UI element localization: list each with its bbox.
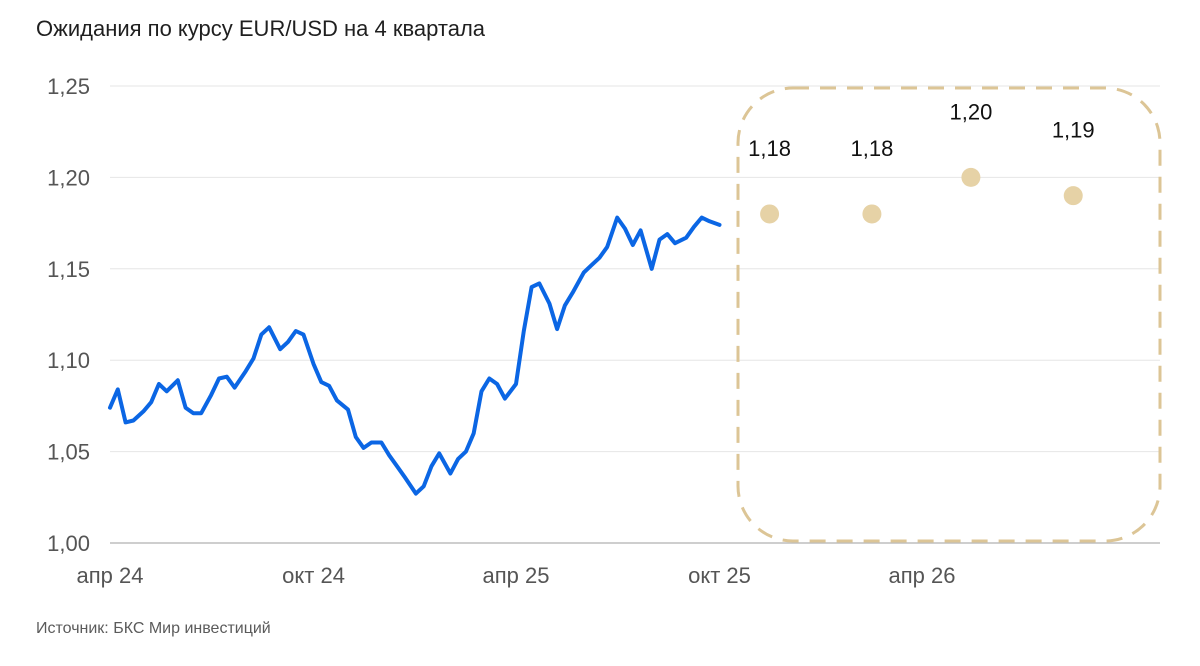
forecast-data-label: 1,19 bbox=[1052, 118, 1095, 143]
forecast-point bbox=[862, 204, 882, 224]
y-tick-label: 1,00 bbox=[47, 531, 90, 556]
x-tick-label: апр 25 bbox=[483, 563, 550, 588]
forecast-data-label: 1,18 bbox=[748, 136, 791, 161]
y-tick-label: 1,25 bbox=[47, 74, 90, 99]
forecast-point bbox=[961, 167, 981, 187]
forecast-point bbox=[760, 204, 780, 224]
grid-lines bbox=[110, 85, 1160, 544]
history-series-line bbox=[108, 215, 722, 496]
forecast-data-labels: 1,18 1,18 1,20 1,19 bbox=[748, 99, 1094, 161]
y-tick-label: 1,20 bbox=[47, 165, 90, 190]
forecast-data-label: 1,18 bbox=[851, 136, 894, 161]
y-tick-label: 1,05 bbox=[47, 440, 90, 465]
chart-title: Ожидания по курсу EUR/USD на 4 квартала bbox=[36, 16, 486, 41]
eurusd-chart: 1,001,051,101,151,201,25 апр 24 окт 24 апр… bbox=[47, 74, 1162, 588]
y-tick-label: 1,15 bbox=[47, 257, 90, 282]
x-tick-label: окт 25 bbox=[688, 563, 751, 588]
x-tick-label: апр 26 bbox=[888, 563, 955, 588]
forecast-point bbox=[1063, 186, 1083, 206]
y-axis-ticks: 1,00 1,05 1,10 1,15 1,20 1,25 bbox=[47, 74, 90, 556]
source-note: Источник: БКС Мир инвестиций bbox=[36, 620, 271, 637]
x-tick-label: окт 24 bbox=[282, 563, 345, 588]
forecast-points bbox=[760, 167, 1083, 224]
y-tick-label: 1,10 bbox=[47, 348, 90, 373]
forecast-region-box bbox=[736, 86, 1162, 543]
forecast-data-label: 1,20 bbox=[949, 99, 992, 124]
x-axis-ticks: апр 24 окт 24 апр 25 окт 25 апр 26 bbox=[77, 563, 956, 588]
x-tick-label: апр 24 bbox=[77, 563, 144, 588]
